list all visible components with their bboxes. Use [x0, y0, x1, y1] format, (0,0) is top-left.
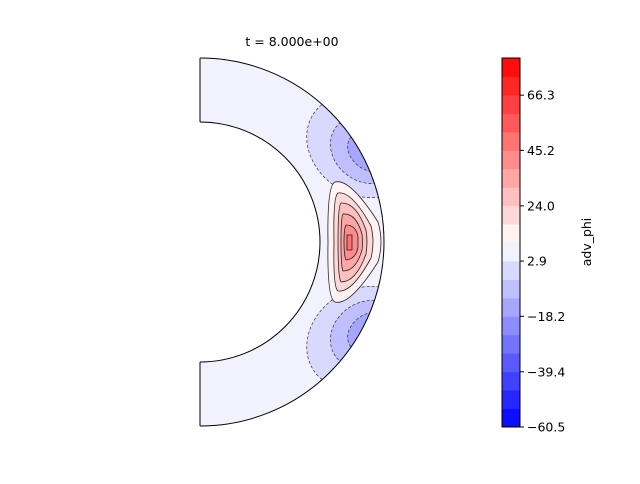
colorbar-band	[502, 371, 520, 391]
colorbar-band	[502, 150, 520, 170]
colorbar-band	[502, 316, 520, 336]
colorbar-tick-label: −18.2	[527, 309, 565, 324]
colorbar-band	[502, 76, 520, 96]
colorbar-label: adv_phi	[579, 218, 594, 267]
inner-boundary	[199, 121, 321, 363]
outer-boundary	[199, 57, 385, 427]
colorbar-band	[502, 297, 520, 317]
colorbar-ticks: −60.5 −39.4 −18.2 2.9 24.0 45.2 66.3	[520, 88, 565, 435]
colorbar-frame	[501, 57, 521, 428]
colorbar-band	[502, 334, 520, 354]
contour-pos-6	[346, 234, 353, 251]
colorbar-band	[502, 131, 520, 151]
plot-title: t = 8.000e+00	[245, 34, 338, 49]
colorbar-band	[502, 279, 520, 299]
colorbar-band	[502, 58, 520, 77]
colorbar-band	[502, 408, 520, 428]
colorbar-tick-label: 2.9	[527, 254, 547, 269]
colorbar	[502, 58, 520, 428]
colorbar-band	[502, 390, 520, 410]
colorbar-band	[502, 113, 520, 133]
colorbar-band	[502, 205, 520, 225]
colorbar-tick-label: −39.4	[527, 364, 565, 379]
colorbar-tick-label: 24.0	[527, 198, 555, 213]
colorbar-band	[502, 187, 520, 207]
colorbar-band	[502, 353, 520, 373]
colorbar-tick-label: −60.5	[527, 420, 565, 435]
colorbar-band	[502, 168, 520, 188]
colorbar-band	[502, 242, 520, 262]
colorbar-band	[502, 224, 520, 243]
contour-field	[200, 58, 384, 426]
colorbar-tick-label: 66.3	[527, 88, 555, 103]
colorbar-tick-label: 45.2	[527, 143, 555, 158]
colorbar-band	[502, 260, 520, 280]
colorbar-band	[502, 94, 520, 114]
